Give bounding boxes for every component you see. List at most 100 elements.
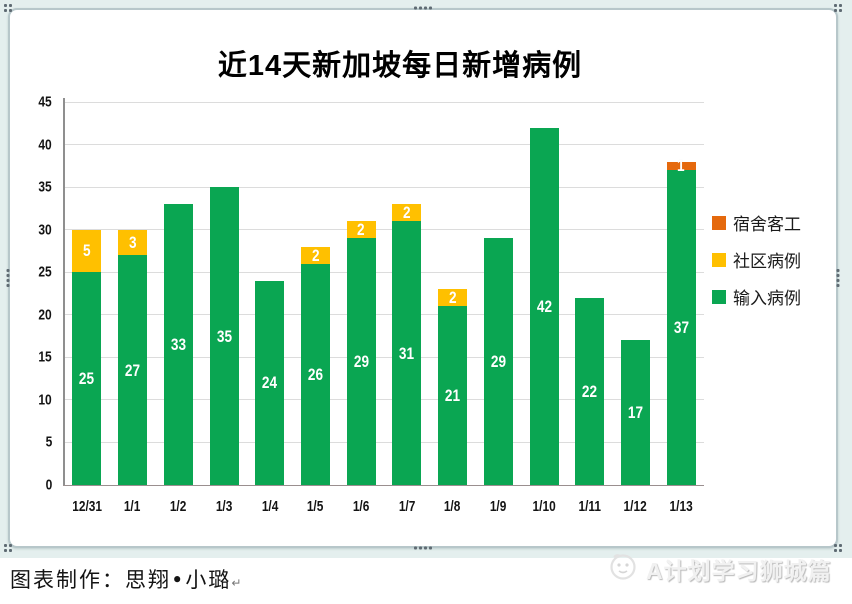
gridline [64, 101, 704, 103]
bar-value-label: 24 [262, 373, 278, 393]
bar-value-label: 37 [673, 318, 689, 338]
bar-segment-输入病例[interactable]: 21 [438, 306, 468, 485]
x-tick-label: 1/11 [578, 499, 601, 515]
bar-segment-社区病例[interactable]: 2 [392, 203, 422, 223]
legend-label: 社区病例 [733, 252, 801, 271]
legend-item[interactable]: 宿舍客工 [712, 210, 801, 235]
bar-segment-输入病例[interactable]: 29 [483, 238, 513, 485]
gridline [64, 356, 704, 358]
x-tick-label: 12/31 [71, 499, 102, 515]
bar-group[interactable]: 24 [255, 280, 285, 485]
y-tick-label: 25 [38, 263, 52, 281]
chart-legend[interactable]: 宿舍客工社区病例输入病例 [712, 210, 801, 321]
y-tick-label: 40 [38, 136, 52, 154]
gridline [64, 399, 704, 401]
spreadsheet-canvas[interactable]: 近14天新加坡每日新增病例 25 5 27 3 33 35 24 26 2 29 2 31 2 21 2 29… [0, 0, 852, 558]
paragraph-return-mark: ↵ [231, 576, 242, 590]
bar-value-label: 33 [170, 335, 186, 355]
legend-swatch [712, 252, 726, 267]
y-tick-label: 5 [45, 433, 52, 451]
bar-segment-输入病例[interactable]: 24 [255, 280, 285, 485]
x-tick-label: 1/5 [307, 499, 324, 515]
legend-swatch [712, 289, 726, 304]
bar-segment-输入病例[interactable]: 33 [163, 204, 193, 485]
bar-value-label: 27 [124, 360, 141, 380]
bar-value-label: 2 [448, 288, 457, 308]
resize-handle-bottom[interactable] [414, 546, 432, 550]
bar-segment-社区病例[interactable]: 2 [300, 246, 330, 264]
bar-value-label: 2 [403, 203, 411, 223]
bar-segment-社区病例[interactable]: 2 [346, 220, 376, 240]
bar-segment-社区病例[interactable]: 5 [72, 229, 102, 273]
x-tick-label: 1/3 [215, 499, 233, 515]
legend-item[interactable]: 社区病例 [712, 247, 801, 272]
bar-segment-输入病例[interactable]: 17 [620, 340, 650, 485]
bar-segment-输入病例[interactable]: 27 [118, 255, 148, 485]
chart-object[interactable]: 近14天新加坡每日新增病例 25 5 27 3 33 35 24 26 2 29 2 31 2 21 2 29… [8, 8, 838, 548]
bar-group[interactable]: 35 [209, 187, 239, 485]
x-tick-label: 1/1 [124, 499, 141, 515]
bar-segment-输入病例[interactable]: 42 [529, 127, 559, 485]
bar-group[interactable]: 26 2 [300, 246, 330, 485]
gridline [64, 271, 704, 273]
resize-handle-right[interactable] [836, 269, 840, 287]
y-tick-label: 15 [38, 348, 52, 366]
bar-group[interactable]: 42 [529, 127, 559, 485]
resize-handle-bottom-left[interactable] [4, 544, 12, 552]
bar-segment-输入病例[interactable]: 25 [72, 272, 102, 485]
plot-area: 25 5 27 3 33 35 24 26 2 29 2 31 2 21 2 29 42 22 17 37 1 [63, 98, 704, 486]
bar-group[interactable]: 17 [620, 340, 650, 485]
bar-value-label: 1 [677, 156, 685, 176]
bar-group[interactable]: 29 [483, 238, 513, 485]
caption-text: 图表制作：思翔•小璐 [10, 568, 232, 592]
chart-credit-caption: 图表制作：思翔•小璐↵ [10, 564, 241, 594]
resize-handle-left[interactable] [6, 269, 10, 287]
x-tick-label: 1/9 [490, 499, 507, 515]
resize-handle-top[interactable] [414, 6, 432, 10]
bar-value-label: 29 [490, 352, 506, 372]
y-tick-label: 30 [38, 221, 52, 239]
y-tick-label: 10 [38, 391, 52, 409]
bar-group[interactable]: 37 1 [666, 157, 696, 485]
bar-group[interactable]: 29 2 [346, 220, 376, 485]
bar-segment-社区病例[interactable]: 2 [438, 288, 468, 308]
y-tick-label: 35 [38, 178, 52, 196]
bar-value-label: 29 [353, 352, 369, 372]
bar-group[interactable]: 27 3 [118, 229, 148, 485]
bar-segment-输入病例[interactable]: 31 [392, 221, 422, 485]
gridline [64, 144, 704, 146]
bar-group[interactable]: 21 2 [438, 288, 468, 485]
legend-item[interactable]: 输入病例 [712, 284, 801, 309]
legend-swatch [712, 215, 726, 230]
x-tick-label: 1/10 [532, 499, 556, 515]
x-tick-label: 1/4 [261, 499, 278, 515]
bar-group[interactable]: 33 [163, 204, 193, 485]
bar-value-label: 35 [216, 326, 232, 346]
bar-segment-输入病例[interactable]: 22 [575, 297, 605, 485]
bar-segment-输入病例[interactable]: 35 [209, 187, 239, 485]
x-tick-label: 1/8 [444, 499, 461, 515]
bar-value-label: 3 [128, 232, 137, 252]
bar-segment-输入病例[interactable]: 29 [346, 238, 376, 485]
bar-value-label: 25 [79, 369, 95, 389]
x-axis-line [63, 485, 704, 486]
resize-handle-bottom-right[interactable] [834, 544, 842, 552]
bar-group[interactable]: 25 5 [72, 229, 102, 485]
bar-segment-社区病例[interactable]: 3 [118, 229, 148, 256]
bar-value-label: 21 [444, 386, 461, 406]
bar-segment-宿舍客工[interactable]: 1 [666, 157, 696, 174]
resize-handle-top-right[interactable] [834, 4, 842, 12]
chart-title[interactable]: 近14天新加坡每日新增病例 [217, 50, 583, 82]
x-tick-label: 1/6 [352, 499, 370, 515]
x-tick-label: 1/2 [170, 499, 187, 515]
bar-value-label: 22 [582, 381, 598, 401]
bar-value-label: 26 [307, 364, 323, 384]
bar-segment-输入病例[interactable]: 37 [666, 170, 696, 485]
bar-group[interactable]: 22 [575, 297, 605, 485]
resize-handle-top-left[interactable] [4, 4, 12, 12]
bar-group[interactable]: 31 2 [392, 203, 422, 485]
x-tick-label: 1/7 [398, 499, 416, 515]
bar-value-label: 2 [357, 220, 365, 240]
bar-segment-输入病例[interactable]: 26 [300, 263, 330, 485]
